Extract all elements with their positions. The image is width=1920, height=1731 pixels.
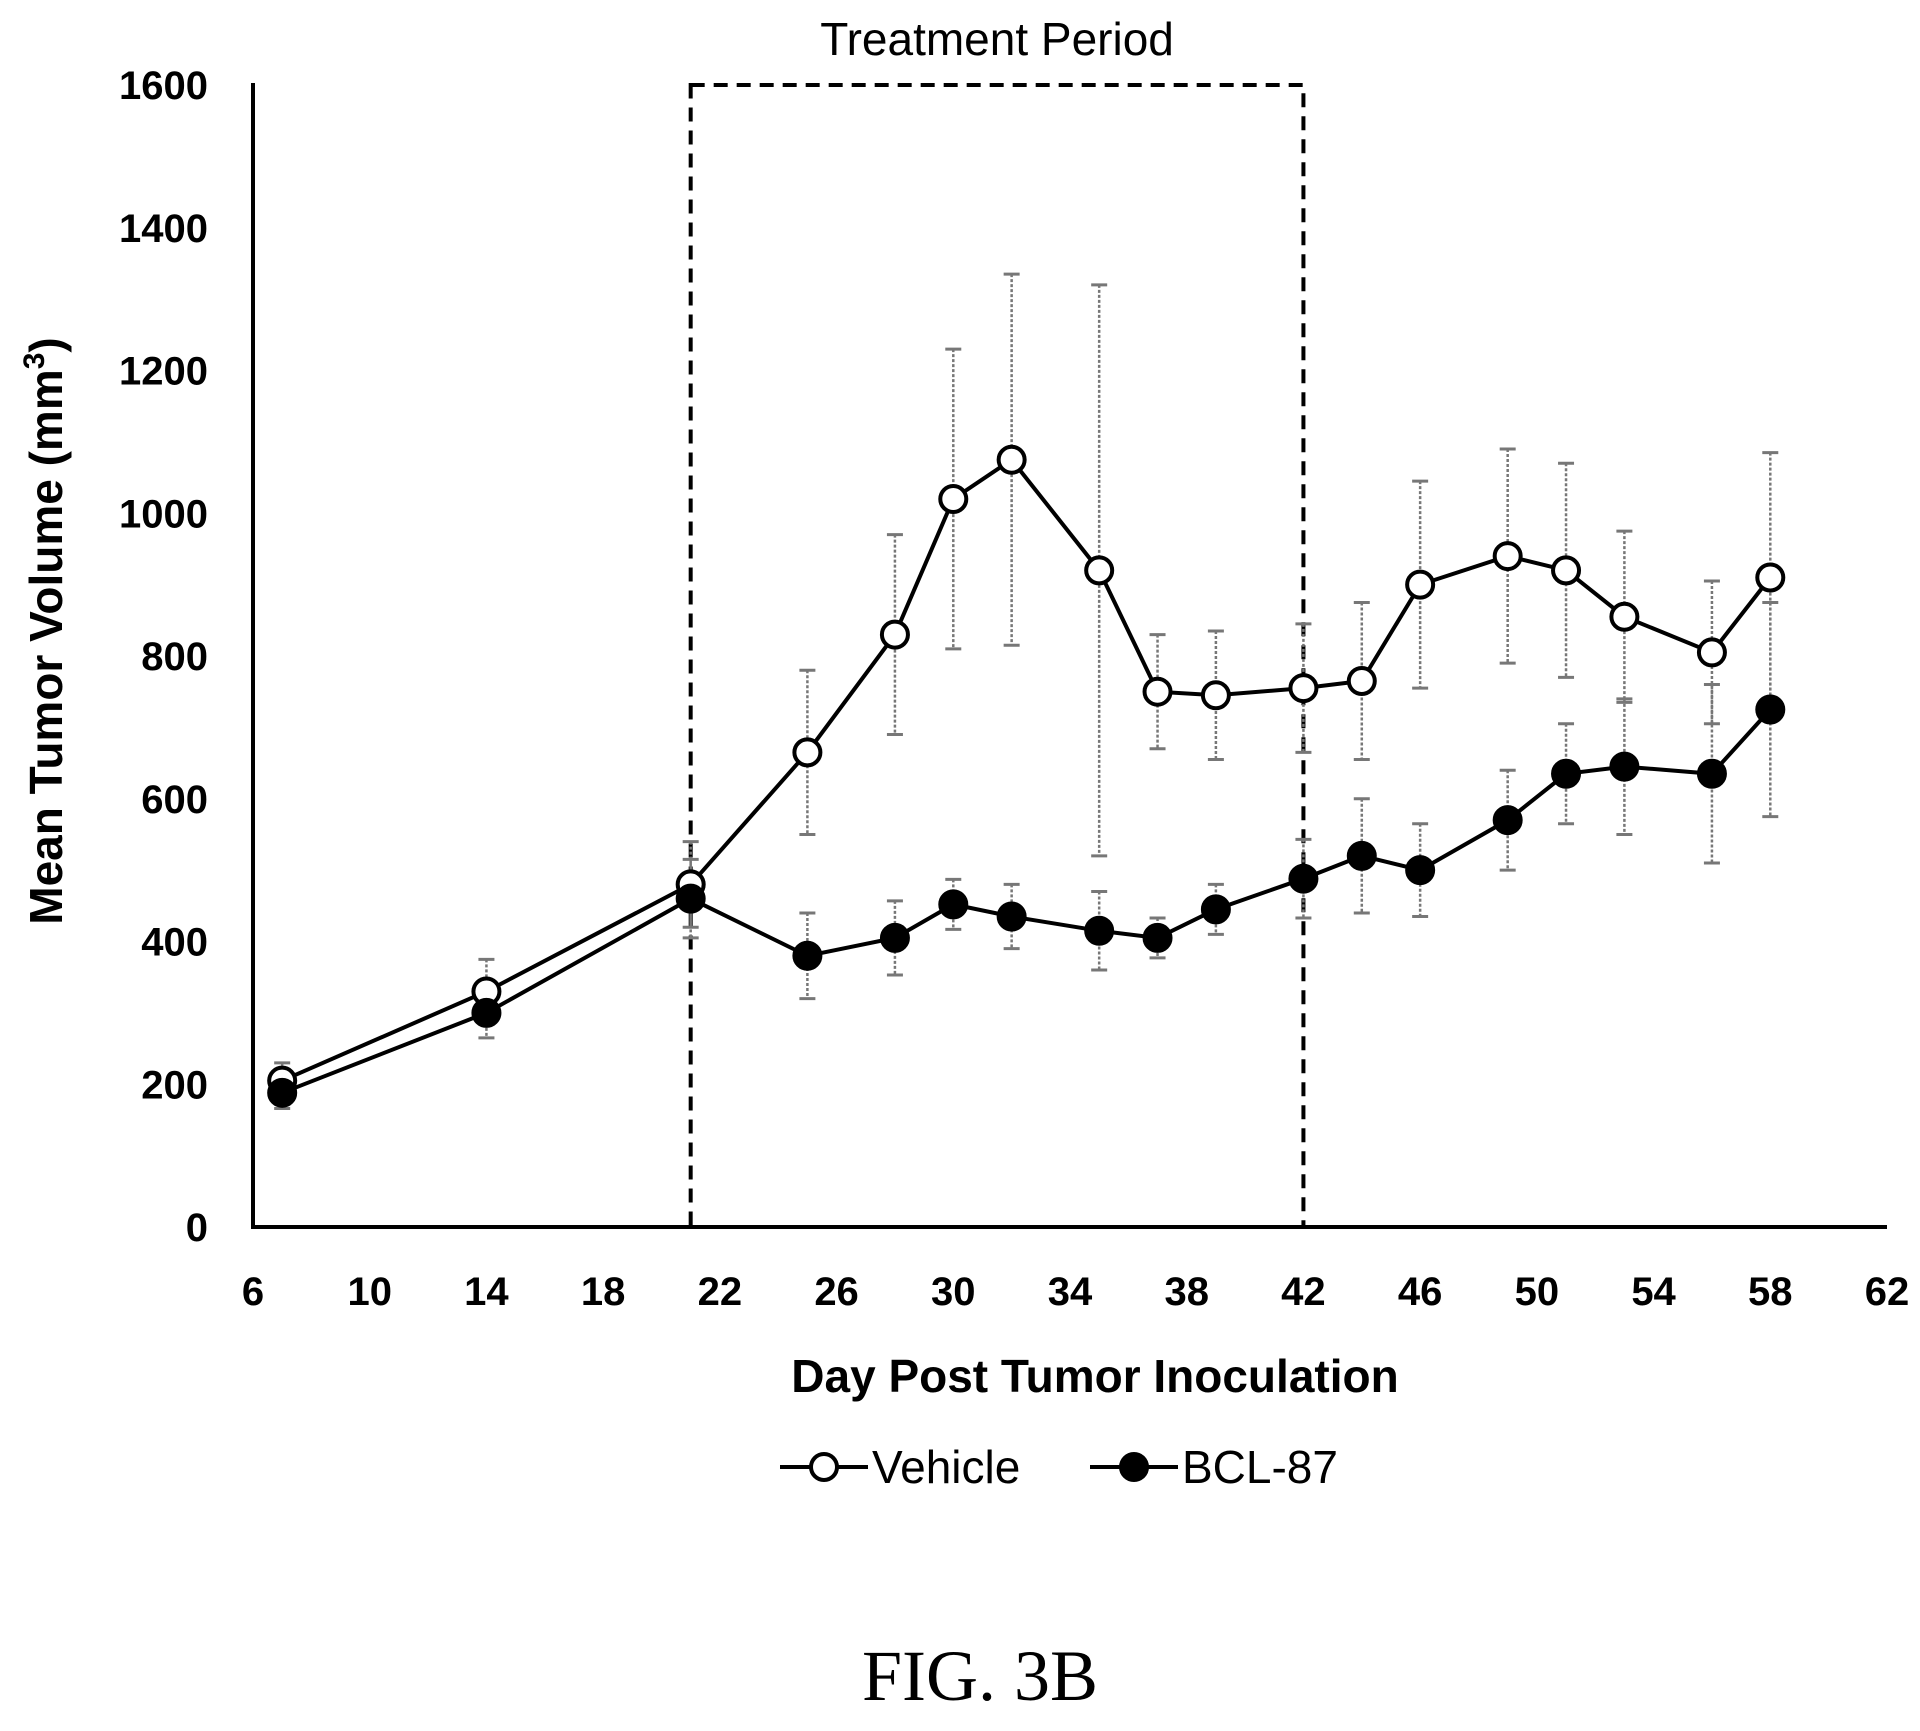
data-point-bcl87 [1346,840,1377,871]
x-tick-label: 18 [581,1270,626,1314]
x-tick-labels: 6 10 14 18 22 26 30 34 38 42 46 50 54 58 62 [242,1270,1909,1314]
y-axis-title-close: ) [20,337,72,352]
data-point-bcl87 [1551,758,1582,789]
figure-caption: FIG. 3B [862,1636,1098,1716]
data-point-vehicle [1346,665,1377,696]
series-vehicle [267,444,1786,1096]
error-bar [1703,683,1720,865]
treatment-period-annotation: Treatment Period [688,13,1306,1229]
data-point-vehicle [1200,680,1231,711]
series-bcl87 [267,694,1786,1108]
y-tick-label: 1000 [119,492,208,536]
data-point-vehicle [938,483,969,514]
error-bar [945,347,962,651]
treatment-period-label: Treatment Period [820,13,1174,65]
data-point-bcl87 [1609,751,1640,782]
data-point-vehicle [1288,673,1319,704]
x-tick-label: 42 [1281,1270,1326,1314]
y-tick-label: 1200 [119,350,208,394]
x-tick-label: 50 [1515,1270,1560,1314]
x-tick-label: 46 [1398,1270,1443,1314]
error-bar [886,533,903,737]
y-tick-label: 600 [141,778,208,822]
data-point-vehicle [879,619,910,650]
series-line-vehicle [281,457,1772,1083]
y-axis-title-main: Mean Tumor Volume (mm [20,369,72,924]
error-bar [682,857,699,940]
y-axis-title-superscript: 3 [18,353,51,370]
error-bar [1295,622,1312,754]
data-point-vehicle [1755,562,1786,593]
error-bar [1558,722,1575,826]
treatment-period-box [688,83,1306,1229]
x-tick-label: 58 [1748,1270,1793,1314]
error-bar [1499,768,1516,872]
data-point-bcl87 [1492,805,1523,836]
legend-bcl87-label: BCL-87 [1182,1441,1338,1493]
legend-bcl87-marker [1119,1452,1149,1482]
data-point-vehicle [1609,601,1640,632]
series-line-bcl87 [281,708,1772,1095]
error-bar [1091,890,1108,972]
data-point-bcl87 [1755,694,1786,725]
x-tick-label: 10 [347,1270,392,1314]
data-point-bcl87 [1405,855,1436,886]
x-tick-label: 34 [1048,1270,1093,1314]
series [267,444,1786,1108]
x-tick-label: 62 [1865,1270,1910,1314]
y-tick-labels: 0 200 400 600 800 1000 1200 1400 1600 [119,64,208,1250]
x-tick-label: 14 [464,1270,509,1314]
y-tick-label: 1600 [119,64,208,108]
error-bar [1207,629,1224,761]
data-point-bcl87 [1288,863,1319,894]
y-axis-title: Mean Tumor Volume (mm3) [18,337,72,924]
x-tick-label: 30 [931,1270,976,1314]
data-point-vehicle [1551,555,1582,586]
data-point-bcl87 [675,883,706,914]
error-bar [1295,837,1312,920]
data-point-bcl87 [792,940,823,971]
legend-item-bcl87: BCL-87 [1090,1441,1338,1493]
error-bar [1207,882,1224,936]
y-tick-label: 800 [141,635,208,679]
x-tick-label: 38 [1164,1270,1209,1314]
x-tick-label: 54 [1631,1270,1676,1314]
y-tick-label: 1400 [119,207,208,251]
y-tick-label: 200 [141,1063,208,1107]
data-point-bcl87 [938,889,969,920]
error-bar [1353,600,1370,761]
data-point-vehicle [996,444,1027,475]
data-point-vehicle [1696,637,1727,668]
data-point-bcl87 [996,901,1027,932]
x-tick-label: 26 [814,1270,859,1314]
data-point-bcl87 [879,922,910,953]
data-point-vehicle [792,737,823,768]
data-point-vehicle [1084,555,1115,586]
data-point-vehicle [1492,541,1523,572]
legend: Vehicle BCL-87 [780,1441,1338,1493]
axes [251,83,1887,1229]
data-point-bcl87 [471,997,502,1028]
x-tick-label: 6 [242,1270,264,1314]
legend-item-vehicle: Vehicle [780,1441,1020,1493]
x-axis-title: Day Post Tumor Inoculation [791,1350,1398,1402]
data-point-bcl87 [1142,922,1173,953]
data-point-vehicle [1405,569,1436,600]
x-tick-label: 22 [698,1270,743,1314]
data-point-bcl87 [1696,758,1727,789]
y-tick-label: 400 [141,921,208,965]
data-point-bcl87 [1084,915,1115,946]
data-point-vehicle [1142,676,1173,707]
data-point-bcl87 [1200,894,1231,925]
legend-vehicle-marker [809,1452,839,1482]
legend-vehicle-label: Vehicle [872,1441,1020,1493]
y-tick-label: 0 [186,1206,208,1250]
error-bar [1412,479,1429,690]
error-bar [945,877,962,931]
data-point-bcl87 [267,1077,298,1108]
